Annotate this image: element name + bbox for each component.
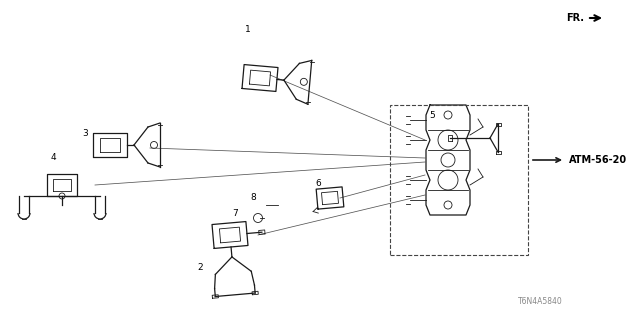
- Text: 4: 4: [50, 154, 56, 163]
- Text: FR.: FR.: [566, 13, 584, 23]
- Text: 1: 1: [245, 26, 251, 35]
- Text: 2: 2: [197, 263, 203, 273]
- Text: 5: 5: [429, 110, 435, 119]
- Text: ATM-56-20: ATM-56-20: [569, 155, 627, 165]
- Text: 7: 7: [232, 210, 238, 219]
- Text: T6N4A5840: T6N4A5840: [518, 298, 563, 307]
- Text: 6: 6: [315, 179, 321, 188]
- Bar: [390, 105, 528, 255]
- Circle shape: [59, 193, 65, 199]
- Text: 8: 8: [250, 194, 256, 203]
- Text: 3: 3: [82, 129, 88, 138]
